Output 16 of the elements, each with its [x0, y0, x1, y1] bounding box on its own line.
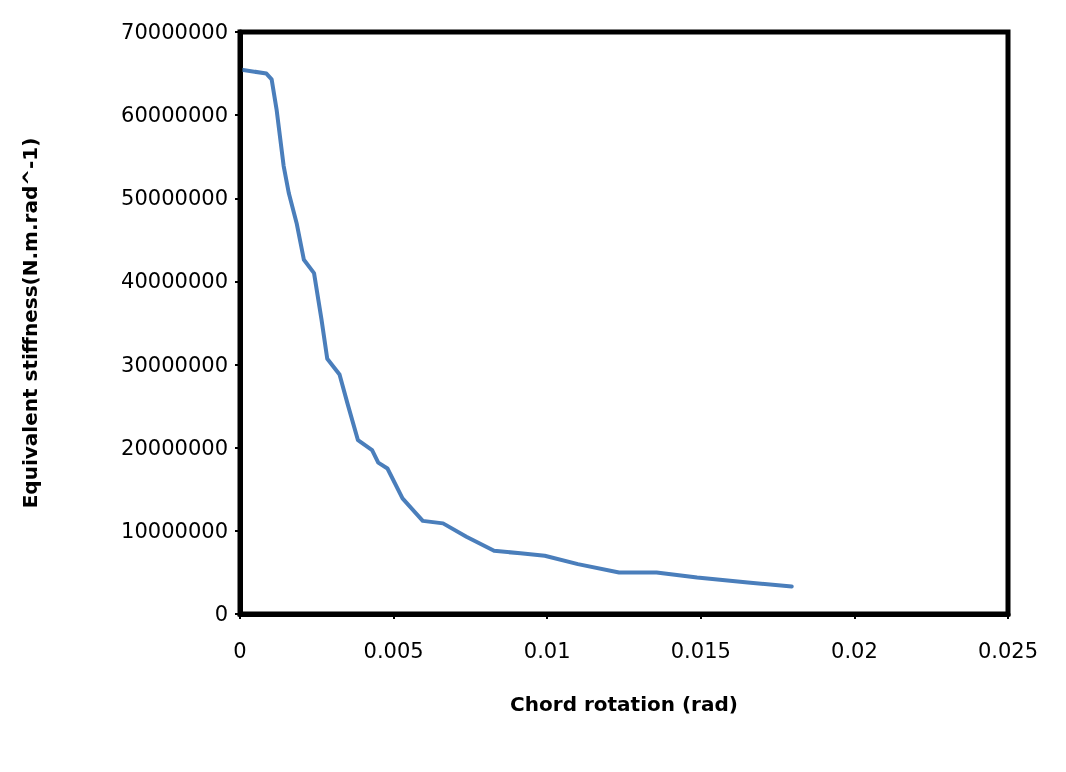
y-tick-label: 30000000: [121, 352, 228, 377]
y-tick-label: 50000000: [121, 186, 228, 211]
y-tick-label: 0: [214, 602, 228, 626]
y-tick-label: 60000000: [121, 103, 228, 128]
x-tick-label: 0: [233, 638, 247, 663]
y-tick-label: 70000000: [121, 20, 228, 44]
x-axis-title: Chord rotation (rad): [510, 692, 738, 716]
x-tick-label: 0.025: [977, 638, 1039, 663]
y-tick-label: 20000000: [121, 435, 228, 460]
y-axis-title: Equivalent stiffness(N.m.rad^-1): [18, 137, 42, 509]
x-tick-label: 0.02: [831, 638, 878, 663]
x-tick-label: 0.015: [670, 638, 731, 663]
x-tick-label: 0.005: [363, 638, 424, 663]
x-tick-label: 0.01: [523, 638, 571, 663]
y-tick-label: 40000000: [121, 269, 228, 294]
y-tick-label: 10000000: [121, 518, 228, 543]
